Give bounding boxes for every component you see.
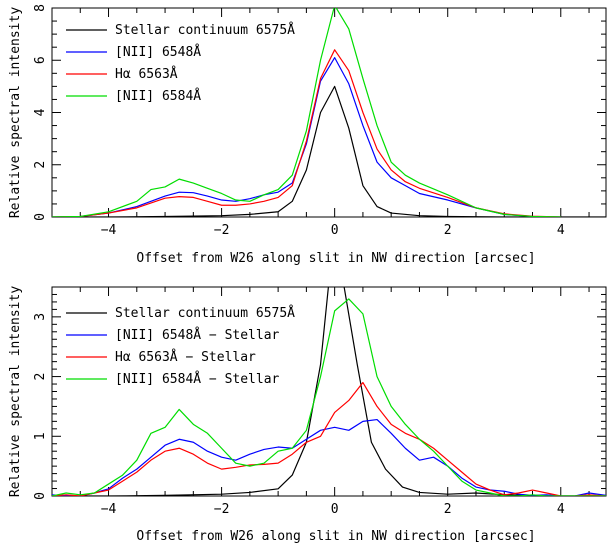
series-line-4 [52,298,606,496]
series-line-4 [52,8,561,217]
x-tick-label: 2 [444,502,452,517]
y-tick-label: 2 [33,373,48,381]
y-tick-label: 3 [33,313,48,321]
legend: Stellar continuum 6575Å [NII] 6548Å − Ste… [66,305,295,387]
x-tick-label: 4 [557,502,565,517]
series-group [52,8,606,217]
y-tick-label: 6 [33,56,48,64]
legend-label: Hα 6563Å − Stellar [115,349,256,365]
y-axis-label: Relative spectral intensity [8,286,23,497]
y-tick-label: 2 [33,161,48,169]
chart-panel-1: −4 −2 0 2 4 0 2 4 6 8 Offset from W26 along slit i… [8,4,607,266]
x-tick-label: −4 [101,223,117,238]
x-tick-label: −4 [101,502,117,517]
legend-label: [NII] 6548Å − Stellar [115,327,280,343]
x-tick-label: 2 [444,223,452,238]
x-tick-label: 0 [331,223,339,238]
y-tick-label: 1 [33,432,48,440]
x-axis-label: Offset from W26 along slit in NW directi… [136,251,535,266]
legend-label: [NII] 6584Å [115,88,201,104]
series-group [52,287,606,496]
y-tick-label: 0 [33,213,48,221]
chart-panel-2: −4 −2 0 2 4 0 1 2 3 Offset from W26 along slit in… [8,286,607,544]
legend-label: Stellar continuum 6575Å [115,305,295,321]
series-line-3 [52,49,561,217]
x-axis-label: Offset from W26 along slit in NW directi… [136,529,535,544]
legend-label: Stellar continuum 6575Å [115,22,295,38]
y-tick-label: 0 [33,492,48,500]
series-line-1 [52,85,606,217]
legend: Stellar continuum 6575Å [NII] 6548Å Hα 656… [66,22,295,104]
y-tick-label: 8 [33,4,48,12]
legend-label: Hα 6563Å [115,66,178,82]
x-tick-label: 0 [331,502,339,517]
y-tick-label: 4 [33,108,48,116]
x-tick-label: 4 [557,223,565,238]
x-tick-label: −2 [214,223,230,238]
series-line-3 [52,381,606,496]
legend-label: [NII] 6584Å − Stellar [115,371,280,387]
x-tick-label: −2 [214,502,230,517]
y-axis-label: Relative spectral intensity [8,7,23,218]
series-line-1 [52,287,606,496]
legend-label: [NII] 6548Å [115,44,201,60]
plot-frame [51,7,607,218]
series-line-2 [52,418,606,496]
